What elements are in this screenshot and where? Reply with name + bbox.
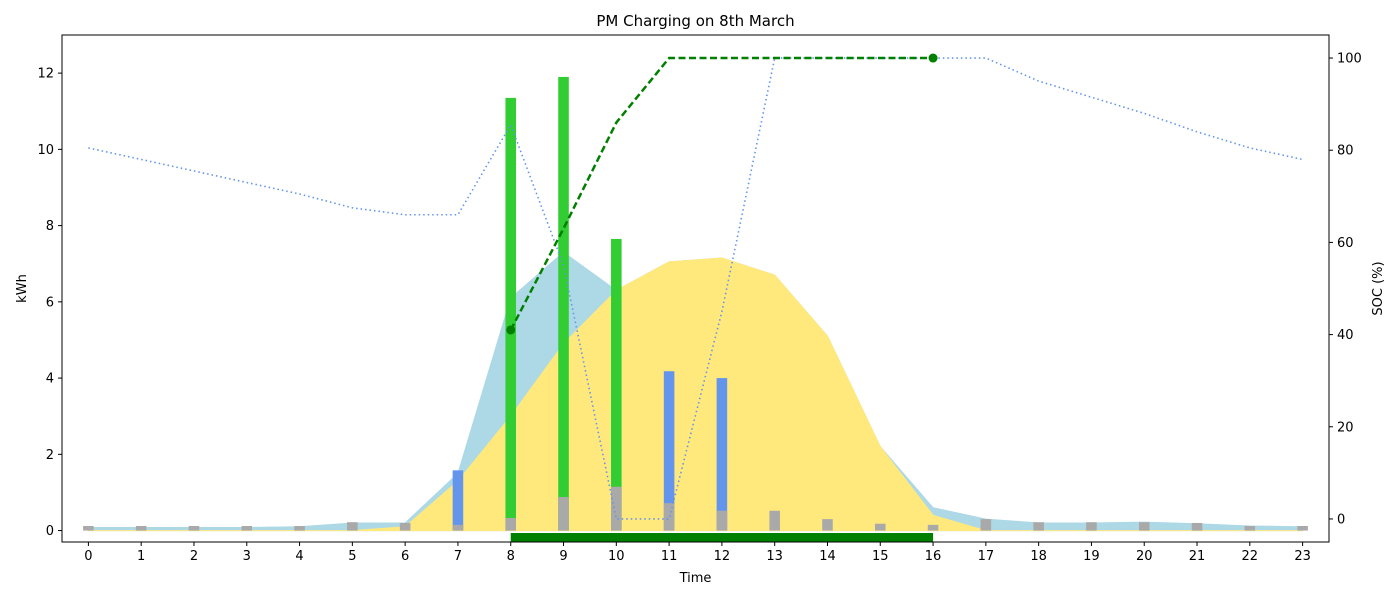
x-tick-label-22: 22 (1242, 549, 1259, 564)
bar-series-2-8 (505, 97, 517, 531)
plot-frame (61, 34, 1330, 543)
bar-series-3-11 (663, 371, 675, 531)
bar-series-3-7 (452, 470, 464, 531)
plot-area (83, 53, 1308, 542)
area-series-1 (88, 257, 1303, 532)
bar-series-2-10 (611, 238, 622, 531)
bar-series-4-3 (241, 525, 253, 531)
bar-series-4-11 (663, 503, 675, 531)
x-tick-label-8: 8 (507, 549, 515, 564)
x-tick-label-14: 14 (819, 549, 836, 564)
y-tick-label-6: 6 (46, 295, 54, 310)
y-tick-label-8: 8 (46, 219, 54, 234)
y-tick-label-0: 0 (46, 524, 54, 539)
x-tick-label-16: 16 (925, 549, 942, 564)
bar-series-4-2 (188, 525, 200, 531)
x-tick-label-3: 3 (243, 549, 251, 564)
chart-title: PM Charging on 8th March (596, 12, 794, 30)
x-tick-label-1: 1 (137, 549, 145, 564)
x-tick-label-2: 2 (190, 549, 198, 564)
bar-series-2-9 (558, 76, 569, 531)
x-axis-label: Time (679, 571, 712, 586)
bar-series-4-10 (611, 486, 622, 531)
bar-series-4-19 (1086, 522, 1097, 531)
bar-series-4-21 (1191, 522, 1203, 531)
y-tick-label-2: 2 (46, 448, 54, 463)
x-tick-label-9: 9 (559, 549, 567, 564)
x-tick-label-4: 4 (295, 549, 303, 564)
bar-series-4-0 (83, 525, 94, 531)
y2-tick-label-0: 0 (1337, 512, 1345, 527)
y-tick-label-4: 4 (46, 372, 54, 387)
x-tick-label-12: 12 (714, 549, 731, 564)
x-tick-label-6: 6 (401, 549, 409, 564)
bar-series-4-15 (874, 523, 886, 531)
bar-series-4-23 (1297, 525, 1308, 531)
line-series-5-0 (88, 57, 1303, 520)
bar-series-4-8 (505, 517, 517, 531)
bar-series-4-6 (399, 522, 411, 531)
bar-series-4-7 (452, 524, 464, 531)
charging-window-bar (510, 533, 934, 542)
x-tick-label-18: 18 (1030, 549, 1047, 564)
x-tick-label-13: 13 (766, 549, 783, 564)
y-tick-label-12: 12 (37, 67, 54, 82)
x-tick-label-0: 0 (84, 549, 92, 564)
x-tick-label-15: 15 (872, 549, 889, 564)
bar-series-4-9 (558, 497, 569, 531)
y-tick-label-10: 10 (37, 143, 54, 158)
y2-tick-label-20: 20 (1337, 420, 1354, 435)
x-tick-label-5: 5 (348, 549, 356, 564)
x-tick-label-23: 23 (1294, 549, 1311, 564)
x-tick-label-17: 17 (978, 549, 995, 564)
bar-series-4-22 (1244, 525, 1256, 531)
y2-tick-label-80: 80 (1337, 144, 1354, 159)
bar-series-4-14 (822, 519, 833, 531)
x-tick-label-10: 10 (608, 549, 625, 564)
line-series-6-0 (509, 56, 934, 331)
y-axis-label: kWh (15, 274, 30, 303)
bar-series-4-13 (769, 510, 780, 531)
bar-series-4-4 (294, 525, 305, 531)
x-tick-label-7: 7 (454, 549, 462, 564)
soc-marker-1 (928, 53, 938, 63)
bar-series-4-12 (716, 510, 728, 531)
y2-tick-label-40: 40 (1337, 328, 1354, 343)
bar-series-4-5 (347, 522, 358, 531)
bar-series-4-18 (1033, 522, 1044, 531)
bar-series-4-16 (927, 524, 939, 531)
bar-series-3-12 (716, 378, 728, 531)
x-tick-label-19: 19 (1083, 549, 1100, 564)
bar-series-4-1 (135, 525, 147, 531)
x-tick-label-11: 11 (661, 549, 678, 564)
y2-axis-label: SOC (%) (1371, 261, 1386, 315)
axes: 0 1 2 3 4 5 6 7 8 9 10 11 12 13 14 15 16 17 18 19 20 21 22 2302… (37, 52, 1361, 564)
bar-series-4-20 (1138, 522, 1150, 531)
x-tick-label-21: 21 (1189, 549, 1206, 564)
bar-series-4-17 (980, 519, 992, 531)
y2-tick-label-60: 60 (1337, 236, 1354, 251)
x-tick-label-20: 20 (1136, 549, 1153, 564)
y2-tick-label-100: 100 (1337, 52, 1362, 67)
soc-marker-0 (506, 325, 516, 335)
